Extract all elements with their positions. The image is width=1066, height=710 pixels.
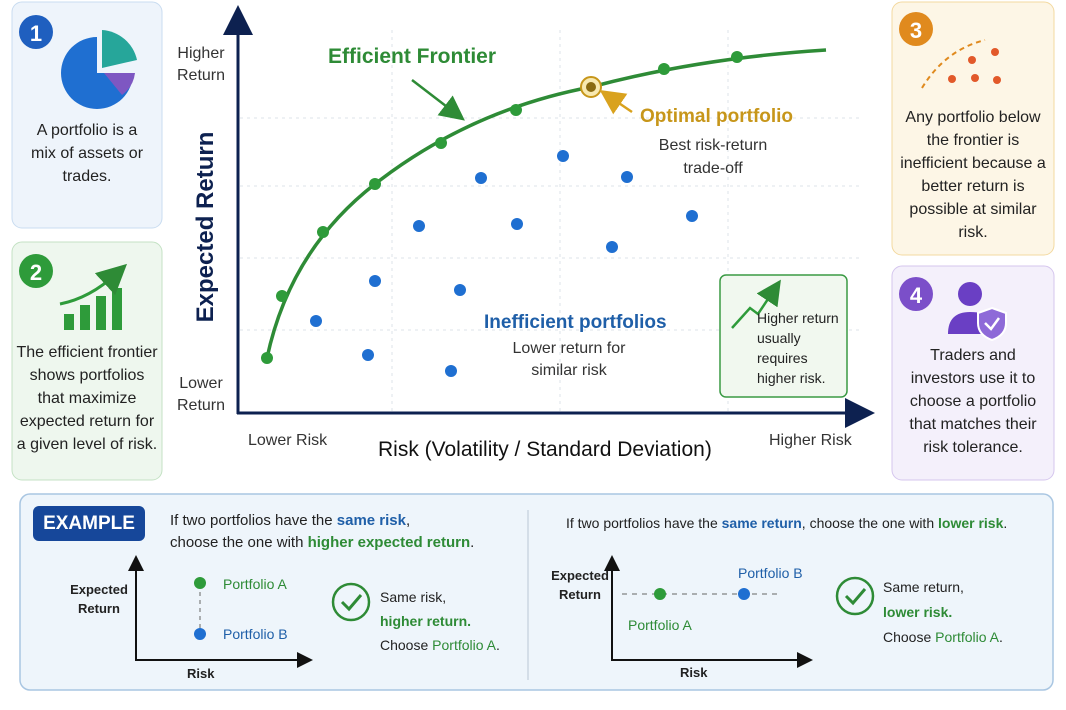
check-icon <box>835 576 875 616</box>
check-mark <box>844 588 867 606</box>
card-number: 2 <box>29 260 43 285</box>
note-box <box>719 274 848 398</box>
dots-icon <box>921 39 1001 89</box>
example-badge <box>33 506 145 541</box>
card-bg <box>891 1 1055 256</box>
mini-y-label: Expected Return <box>70 582 128 616</box>
y-axis-title: Expected Return <box>192 131 219 323</box>
portfolio-b-label: Portfolio B <box>223 626 288 642</box>
text: . <box>1003 515 1008 531</box>
person-icon <box>948 282 1007 342</box>
card-number: 4 <box>909 283 923 308</box>
highlight: lower risk. <box>883 604 953 620</box>
frontier-points <box>261 51 743 364</box>
text: , choose the one with <box>801 515 938 531</box>
label-arrow <box>599 89 633 115</box>
point-a <box>194 577 206 589</box>
point-b <box>738 588 750 600</box>
badge <box>19 254 53 288</box>
text: Same risk, <box>380 589 447 605</box>
highlight: same risk <box>336 512 406 529</box>
text: If two portfolios have the <box>170 512 337 529</box>
y-high-label: Higher Return <box>176 45 226 84</box>
optimal-text: Best risk-return trade-off <box>658 137 768 177</box>
mini-x-label: Risk <box>680 665 708 680</box>
card-bg <box>11 241 163 481</box>
portfolio-b-label: Portfolio B <box>738 565 803 581</box>
inefficient-title: Inefficient portfolios <box>484 312 667 333</box>
pie-icon <box>61 30 137 109</box>
text: If two portfolios have the <box>566 515 722 531</box>
mini-x-label: Risk <box>187 666 215 681</box>
badge <box>19 15 53 49</box>
badge <box>899 277 933 311</box>
optimal-point-core <box>586 82 596 92</box>
note-arrow <box>731 279 781 329</box>
card-text: Any portfolio below the frontier is inef… <box>900 109 1046 241</box>
highlight: same return <box>721 515 802 531</box>
text: Choose <box>883 629 936 645</box>
card-text: A portfolio is a mix of assets or trades… <box>30 122 144 185</box>
portfolio-a-label: Portfolio A <box>223 576 287 592</box>
left-intro: If two portfolios have the same risk, cho… <box>170 510 474 554</box>
point-a <box>654 588 666 600</box>
highlight: Portfolio A <box>935 629 999 645</box>
check-icon <box>331 582 371 622</box>
text: , <box>406 512 411 529</box>
card-text: Traders and investors use it to choose a… <box>909 347 1037 456</box>
right-verdict: Same return, lower risk. Choose Portfolio … <box>883 575 1003 650</box>
text: . <box>470 534 475 551</box>
frontier-label: Efficient Frontier <box>328 45 497 68</box>
text: Same return, <box>883 579 964 595</box>
x-axis-title: Risk (Volatility / Standard Deviation) <box>378 438 712 461</box>
badge <box>899 12 933 46</box>
text: choose the one with <box>170 534 308 551</box>
highlight: higher return. <box>380 613 472 629</box>
highlight: lower risk <box>938 515 1004 531</box>
card-number: 3 <box>909 18 923 43</box>
right-intro: If two portfolios have the same return, … <box>566 513 1007 533</box>
highlight: higher expected return <box>307 534 471 551</box>
left-verdict: Same risk, higher return. Choose Portfolio… <box>380 585 500 657</box>
point-b <box>194 628 206 640</box>
card-text: The efficient frontier shows portfolios … <box>16 344 158 453</box>
optimal-title: Optimal portfolio <box>640 106 794 127</box>
inefficient-text: Lower return for similar risk <box>512 340 626 379</box>
highlight: Portfolio A <box>432 637 496 653</box>
label-arrow <box>411 79 465 121</box>
growth-icon <box>59 263 128 330</box>
x-low-label: Lower Risk <box>248 432 328 449</box>
text: . <box>998 629 1003 645</box>
x-high-label: Higher Risk <box>769 432 852 449</box>
example-badge-text: EXAMPLE <box>43 513 135 534</box>
note-text: Higher return usually requires higher ri… <box>757 310 839 386</box>
card-number: 1 <box>29 21 43 46</box>
card-bg <box>891 265 1055 481</box>
mini-y-label: Expected Return <box>551 568 609 602</box>
frontier-curve <box>265 48 827 359</box>
inefficient-points <box>310 150 698 377</box>
y-low-label: Lower Return <box>176 375 226 414</box>
text: Choose <box>380 637 433 653</box>
text: . <box>495 637 500 653</box>
example-panel <box>19 493 1054 691</box>
check-mark <box>340 594 363 612</box>
portfolio-a-label: Portfolio A <box>628 617 692 633</box>
